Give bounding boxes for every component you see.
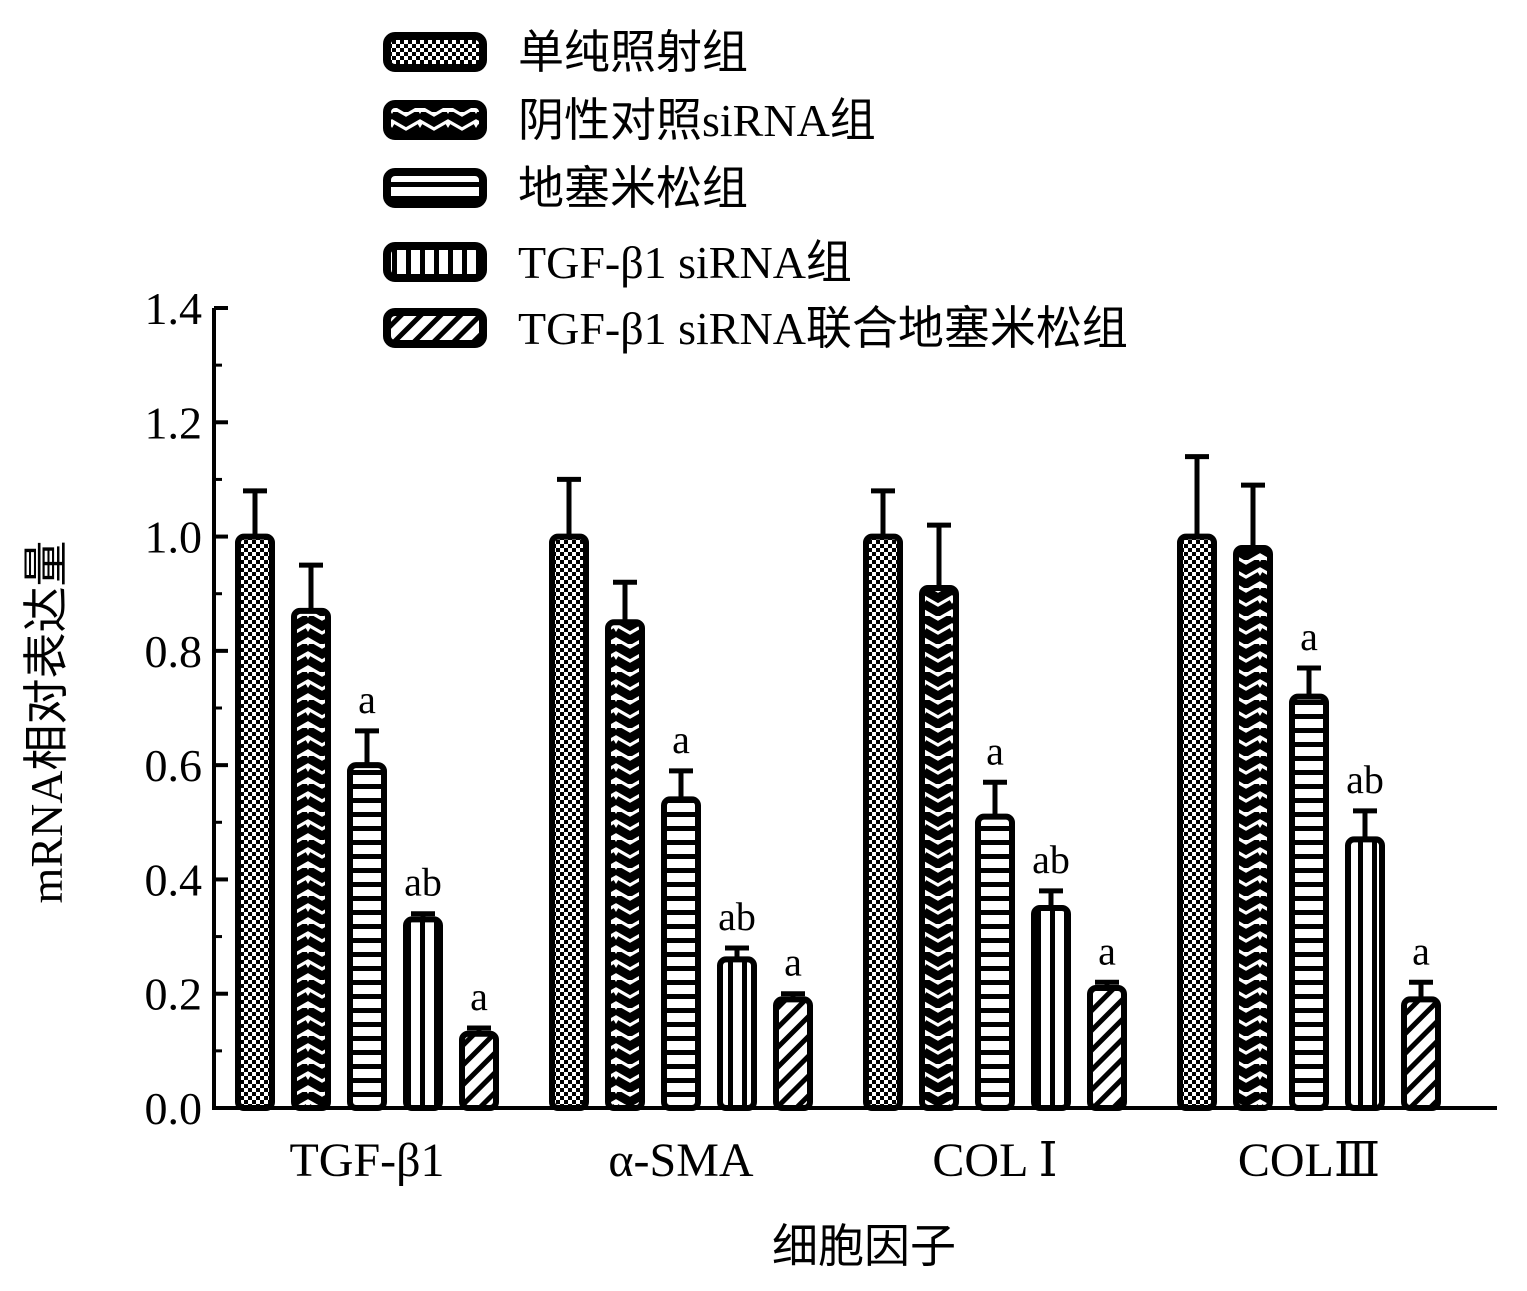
x-tick-label: α-SMA bbox=[608, 1134, 754, 1187]
legend-label: TGF-β1 siRNA联合地塞米松组 bbox=[518, 303, 1128, 354]
x-tick-label: TGF-β1 bbox=[289, 1134, 444, 1187]
significance-label: ab bbox=[1032, 837, 1070, 882]
y-axis-title: mRNA相对表达量 bbox=[21, 541, 72, 904]
x-labels: TGF-β1 α-SMA COL Ⅰ COLⅢ bbox=[289, 1134, 1380, 1187]
bar bbox=[975, 813, 1015, 1111]
significance-label: a bbox=[672, 717, 690, 762]
y-tick-label: 0.4 bbox=[145, 854, 203, 905]
y-tick-label: 1.2 bbox=[145, 397, 203, 448]
significance-label: a bbox=[1098, 928, 1116, 973]
bar bbox=[1177, 533, 1217, 1111]
bar bbox=[291, 607, 331, 1111]
bar bbox=[661, 796, 701, 1112]
bar bbox=[1233, 545, 1273, 1111]
bar bbox=[549, 533, 589, 1111]
legend-label: TGF-β1 siRNA组 bbox=[518, 237, 852, 288]
bar bbox=[403, 916, 443, 1112]
y-tick-label: 0.2 bbox=[145, 969, 203, 1020]
y-tick-label: 1.4 bbox=[145, 283, 203, 334]
significance-label: ab bbox=[1346, 757, 1384, 802]
x-axis-title: 细胞因子 bbox=[772, 1221, 956, 1272]
significance-label: a bbox=[1412, 928, 1430, 973]
significance-label: a bbox=[986, 728, 1004, 773]
y-tick-label: 0.6 bbox=[145, 740, 203, 791]
bar bbox=[1289, 693, 1329, 1111]
x-tick-label: COLⅢ bbox=[1238, 1134, 1380, 1187]
bar bbox=[773, 996, 813, 1112]
bar bbox=[347, 762, 387, 1112]
legend-swatch bbox=[383, 242, 487, 282]
significance-label: ab bbox=[718, 894, 756, 939]
legend-swatch bbox=[383, 100, 487, 140]
bar bbox=[235, 533, 275, 1111]
bar bbox=[919, 585, 959, 1111]
significance-label: a bbox=[470, 974, 488, 1019]
x-tick-label: COL Ⅰ bbox=[932, 1134, 1057, 1187]
legend-label: 地塞米松组 bbox=[518, 163, 748, 214]
y-tick-label: 0.8 bbox=[145, 626, 203, 677]
legend-swatch bbox=[383, 308, 487, 348]
bar bbox=[863, 533, 903, 1111]
bar bbox=[459, 1030, 499, 1111]
bar bbox=[1401, 996, 1441, 1112]
significance-label: ab bbox=[404, 860, 442, 905]
y-tick-label: 0.0 bbox=[145, 1083, 203, 1134]
significance-label: a bbox=[1300, 614, 1318, 659]
legend-label: 单纯照射组 bbox=[518, 27, 748, 78]
y-ticks: 0.0 0.2 0.4 0.6 0.8 1.0 1.2 1.4 bbox=[145, 283, 228, 1134]
legend-swatch bbox=[383, 168, 487, 208]
bar bbox=[1031, 905, 1071, 1111]
legend-swatch bbox=[383, 32, 487, 72]
bar bbox=[717, 956, 757, 1112]
bar bbox=[605, 619, 645, 1111]
significance-label: a bbox=[784, 940, 802, 985]
bar bbox=[1345, 836, 1385, 1112]
legend-label: 阴性对照siRNA组 bbox=[518, 95, 876, 146]
y-tick-label: 1.0 bbox=[145, 512, 203, 563]
bar bbox=[1087, 985, 1127, 1111]
significance-label: a bbox=[358, 677, 376, 722]
